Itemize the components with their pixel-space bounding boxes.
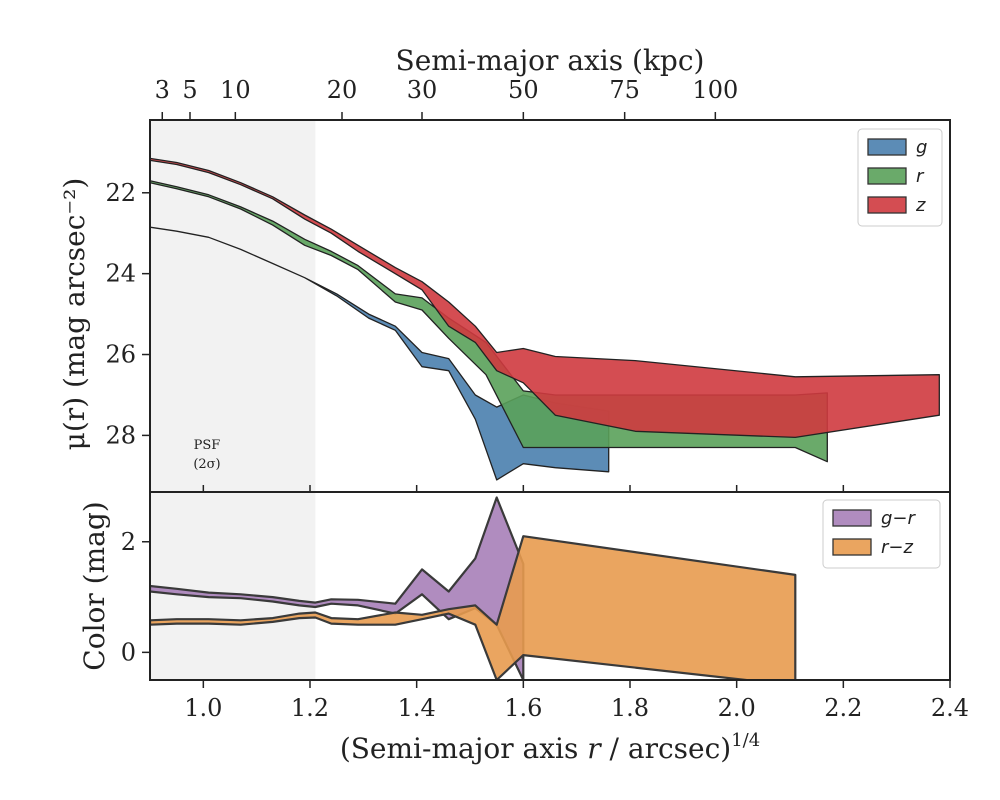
bottom-y-axis-label: Color (mag) <box>78 501 111 670</box>
bottom-ytick-label: 0 <box>121 638 136 666</box>
legend-swatch-r-z <box>832 538 872 556</box>
bottom-ytick-label: 2 <box>121 528 136 556</box>
legend-label-g-r: g−r <box>881 508 917 529</box>
legend-label-g: g <box>916 137 927 158</box>
kpc-tick-label: 50 <box>508 76 539 104</box>
x-label-prefix: (Semi-major axis <box>340 732 587 765</box>
bottom-xtick-label: 1.8 <box>611 694 649 722</box>
color-band-1 <box>150 535 797 680</box>
x-label-suffix: / arcsec) <box>601 732 732 765</box>
legend-swatch-g <box>867 138 907 156</box>
bands-legend: grz <box>857 128 943 227</box>
top-ytick-label: 28 <box>105 421 136 449</box>
bottom-xtick-label: 1.2 <box>291 694 329 722</box>
psf-shade-region <box>150 120 316 492</box>
kpc-tick-label: 10 <box>220 76 251 104</box>
kpc-tick-label: 3 <box>155 76 170 104</box>
color-panel: 02 1.0 1.2 1.4 1.6 1.8 2.0 2.2 2.4 (Semi-major … <box>78 491 969 765</box>
psf-shade-region-color <box>150 492 316 680</box>
top-kpc-ticks: 3 5 10 20 30 50 75 100 <box>155 76 738 120</box>
top-ytick-label: 22 <box>105 179 136 207</box>
top-panel-bottom-ticks <box>202 485 951 492</box>
legend-label-z: z <box>915 195 926 216</box>
bottom-xtick-label: 2.2 <box>824 694 862 722</box>
kpc-tick-label: 75 <box>609 76 640 104</box>
top-x-axis-title: Semi-major axis (kpc) <box>396 44 705 77</box>
bottom-panel-frame <box>149 491 951 681</box>
legend-label-r: r <box>916 166 925 187</box>
legend-swatch-g-r <box>832 509 872 527</box>
top-y-axis-label: μ(r) (mag arcsec⁻²) <box>58 178 91 451</box>
bottom-xtick-label: 1.4 <box>398 694 436 722</box>
bottom-xtick-label: 1.6 <box>504 694 542 722</box>
legend-label-r-z: r−z <box>881 537 913 558</box>
bottom-xtick-label: 1.0 <box>184 694 222 722</box>
top-ytick-label: 24 <box>105 260 136 288</box>
kpc-tick-label: 100 <box>692 76 738 104</box>
psf-note-sigma: (2σ) <box>193 457 220 472</box>
kpc-tick-label: 30 <box>407 76 438 104</box>
bottom-xtick-label: 2.0 <box>718 694 756 722</box>
x-label-r: r <box>587 732 602 765</box>
psf-note-label: PSF <box>194 438 221 453</box>
kpc-tick-label: 20 <box>327 76 358 104</box>
top-y-ticks: 22 24 26 28 <box>105 179 150 449</box>
bottom-y-ticks: 02 <box>121 528 150 666</box>
surface-brightness-bands <box>150 157 940 481</box>
legend-swatch-z <box>867 196 907 214</box>
kpc-tick-label: 5 <box>182 76 197 104</box>
legend-swatch-r <box>867 167 907 185</box>
color-bands <box>150 496 797 680</box>
top-ytick-label: 26 <box>105 341 136 369</box>
bottom-xtick-label: 2.4 <box>931 694 969 722</box>
x-label-exponent: 1/4 <box>731 730 760 751</box>
band-z <box>150 157 940 439</box>
bottom-x-ticks: 1.0 1.2 1.4 1.6 1.8 2.0 2.2 2.4 <box>184 680 969 722</box>
surface-brightness-panel: 22 24 26 28 3 5 10 20 30 50 75 100 Semi-major axis… <box>58 44 951 493</box>
bottom-x-axis-label: (Semi-major axis r / arcsec)1/4 <box>340 730 760 765</box>
colors-legend: g−r r−z <box>822 499 941 569</box>
